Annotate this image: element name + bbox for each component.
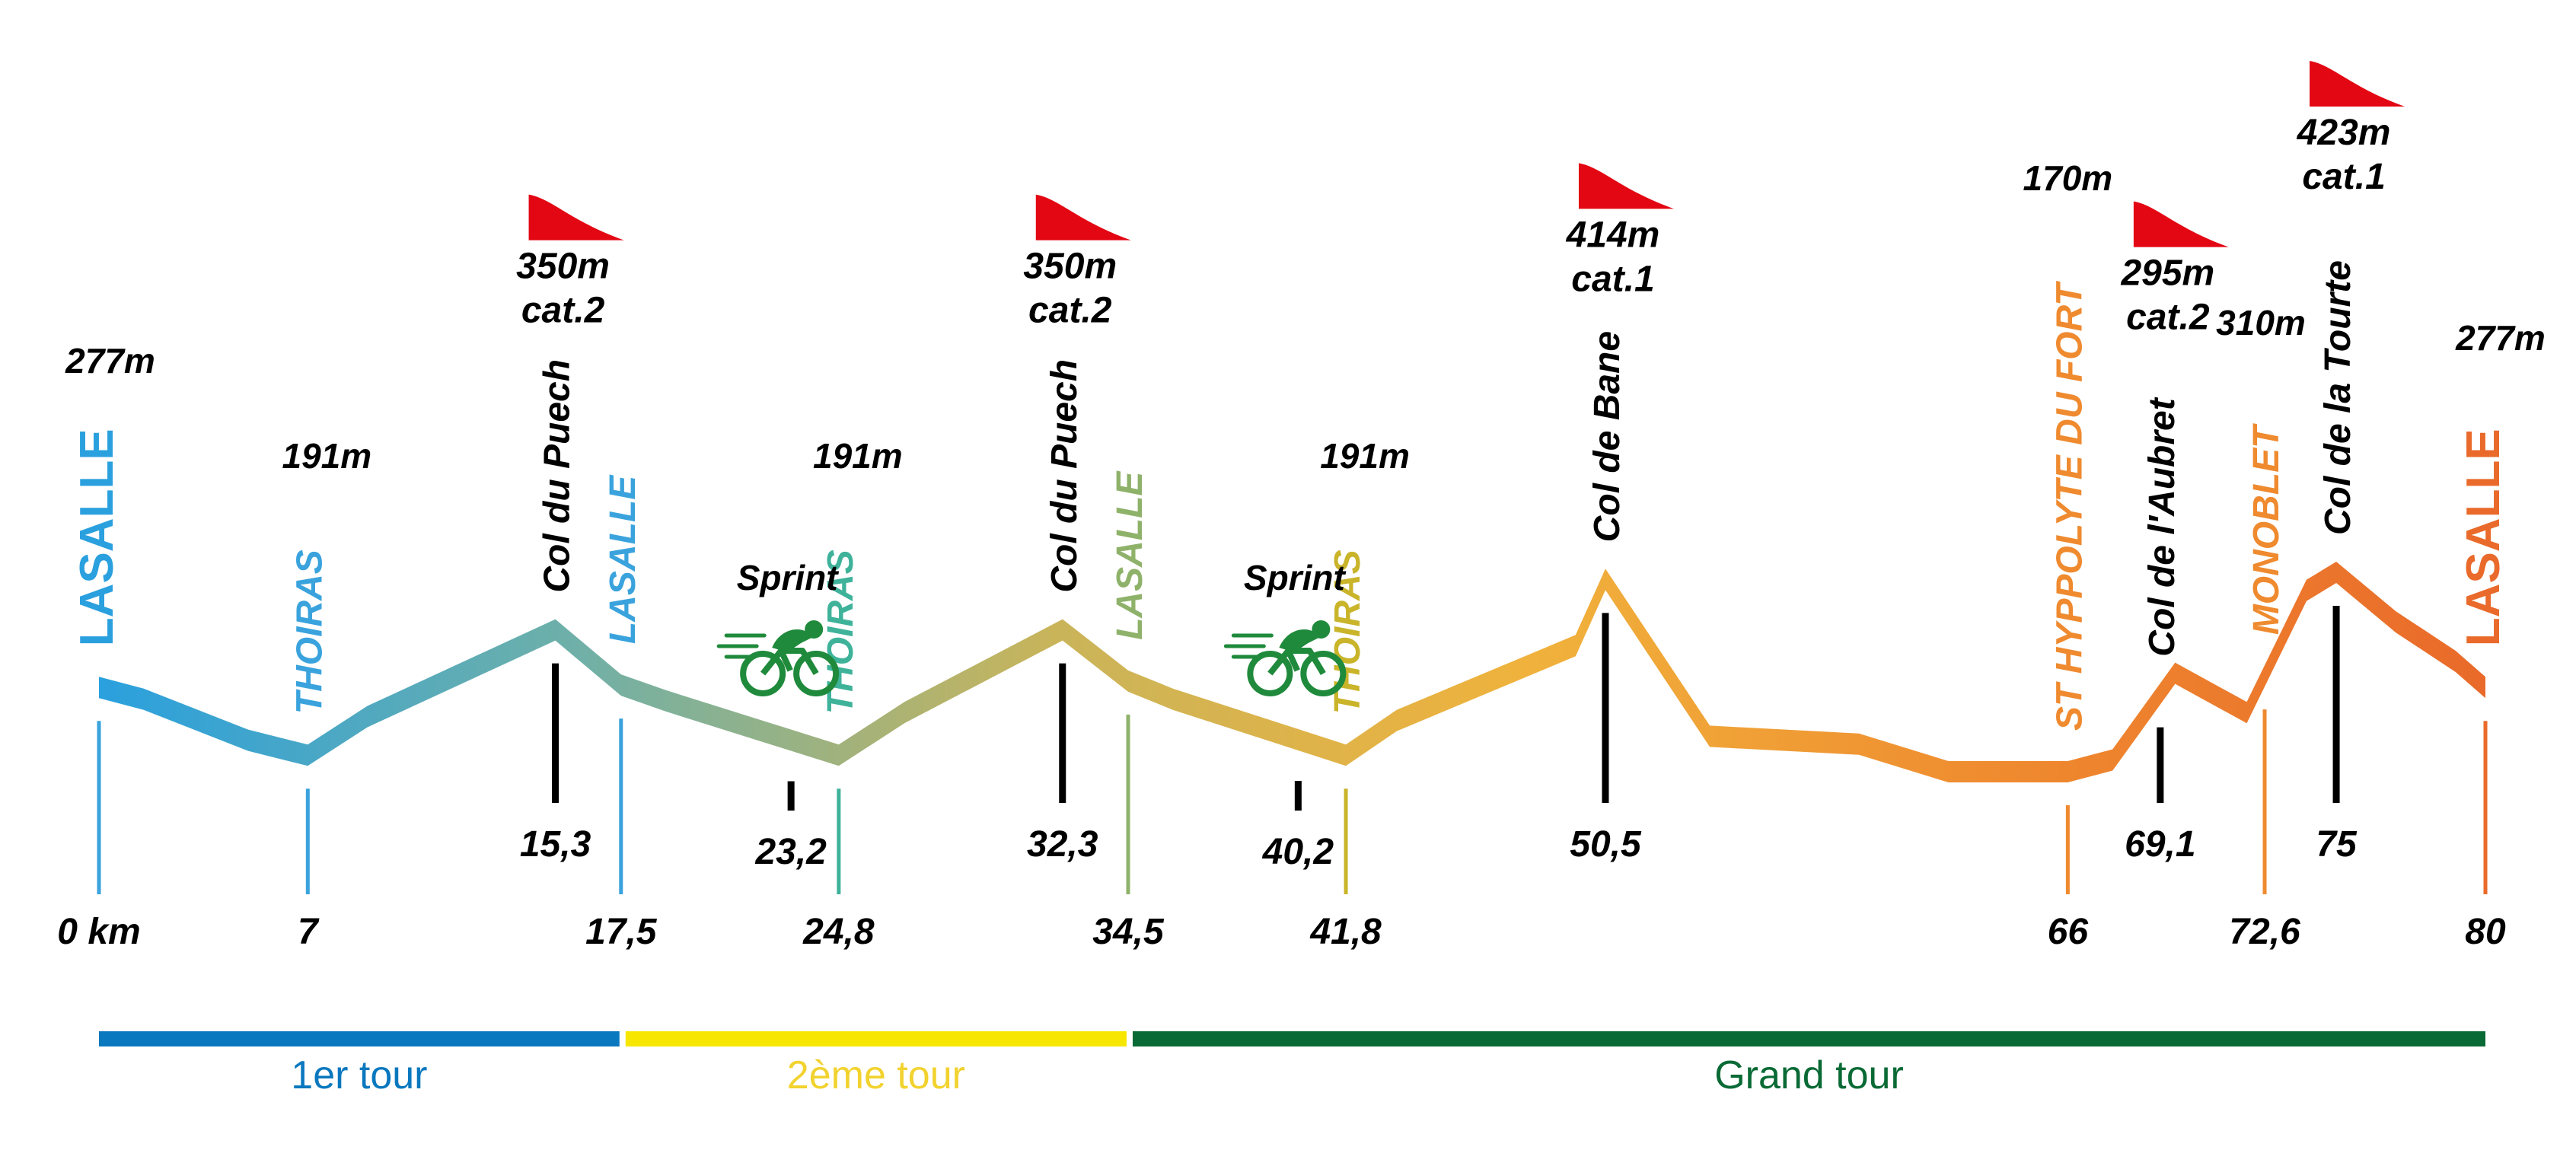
climb-flag-icon: [1578, 163, 1674, 209]
km-label: 75: [2316, 824, 2358, 865]
cyclist-wheel-rear: [740, 651, 786, 696]
climb-name: Col du Puech: [537, 359, 578, 593]
km-label: 34,5: [1092, 912, 1165, 952]
place-name: LASALLE: [71, 428, 123, 646]
cyclist-speed-lines: [716, 633, 767, 659]
sprint-label: Sprint: [1244, 558, 1347, 597]
climb-altitude: 423m: [2297, 113, 2391, 153]
cyclist-frame: [760, 648, 819, 676]
lap-label: 1er tour: [291, 1053, 427, 1097]
km-label: 80: [2465, 912, 2506, 952]
km-label: 69,1: [2125, 824, 2195, 865]
place-name: THOIRAS: [289, 550, 330, 714]
place-altitude: 191m: [813, 436, 903, 476]
cyclist-wheel-front: [1300, 651, 1347, 696]
cyclist-head: [1312, 620, 1331, 639]
climb-category: cat.1: [2302, 157, 2385, 197]
place-name: LASALLE: [1110, 470, 1150, 640]
climb-name: Col de la Tourte: [2318, 260, 2358, 535]
cyclist-icon: [716, 620, 840, 696]
lap-legend: 1er tour 2ème tour Grand tour: [99, 1031, 2485, 1097]
climb-category: cat.2: [2126, 298, 2210, 338]
profile-band: [99, 562, 2485, 782]
place-name: ST HYPPOLYTE DU FORT: [2049, 281, 2090, 731]
km-label: 32,3: [1027, 824, 1098, 865]
climb-altitude: 295m: [2120, 253, 2214, 294]
km-label: 15,3: [520, 824, 591, 865]
climb-flag-icon: [2310, 61, 2405, 107]
km-label: 17,5: [585, 912, 658, 952]
cyclist-frame: [1267, 648, 1326, 676]
climb-altitude: 350m: [1023, 247, 1117, 287]
climb-category: cat.2: [521, 291, 605, 331]
cyclist-body: [772, 629, 814, 652]
km-label: 50,5: [1570, 824, 1642, 865]
place-altitude: 191m: [1320, 436, 1410, 476]
climb-flag-icon: [528, 194, 624, 241]
km-label: 24,8: [802, 912, 875, 952]
lap-bar: [625, 1031, 1127, 1046]
sprint-marker: Sprint: [716, 558, 840, 696]
cyclist-body: [1279, 629, 1321, 652]
climb-altitude: 350m: [516, 247, 610, 287]
cyclist-wheel-rear: [1247, 651, 1293, 696]
lap-bar: [1132, 1031, 2485, 1046]
place-name: LASALLE: [603, 474, 643, 644]
place-altitude: 170m: [2023, 158, 2113, 198]
place-altitude: 191m: [282, 436, 371, 476]
climb-category: cat.2: [1028, 291, 1112, 331]
sprint-label: Sprint: [737, 558, 840, 597]
km-label: 23,2: [754, 832, 827, 872]
climb-flag-icon: [1035, 194, 1131, 241]
km-label: 40,2: [1262, 832, 1334, 872]
place-name: MONOBLET: [2246, 423, 2287, 635]
cyclist-speed-lines: [1223, 633, 1274, 659]
place-name: LASALLE: [2457, 428, 2510, 646]
climb-name: Col de Bane: [1587, 331, 1628, 542]
lap-label: Grand tour: [1714, 1053, 1904, 1097]
km-label: 0 km: [57, 912, 140, 952]
climb-category: cat.1: [1571, 259, 1654, 299]
km-label: 7: [298, 912, 320, 952]
climb-name: Col de l'Aubret: [2142, 397, 2182, 656]
climb-name: Col du Puech: [1044, 359, 1085, 593]
climb-flag-icon: [2133, 201, 2229, 247]
km-label: 72,6: [2229, 912, 2300, 952]
km-ticks: 0 km 7 15,3 17,5 23,2 24,8 32,3 34,5 40,2 41,8 50,…: [57, 606, 2506, 952]
sprint-marker: Sprint: [1223, 558, 1347, 696]
cyclist-wheel-front: [793, 651, 840, 696]
place-altitude: 277m: [65, 341, 155, 381]
cyclist-icon: [1223, 620, 1347, 696]
place-altitude: 310m: [2216, 303, 2306, 342]
climb-altitude: 414m: [1566, 215, 1660, 255]
place-altitude: 277m: [2455, 318, 2546, 358]
km-label: 66: [2048, 912, 2089, 952]
km-label: 41,8: [1309, 912, 1382, 952]
sprint-markers: Sprint Sprint: [716, 558, 1347, 696]
cyclist-head: [805, 620, 824, 639]
elevation-profile: [99, 562, 2485, 782]
lap-label: 2ème tour: [787, 1053, 965, 1097]
lap-bar: [99, 1031, 620, 1046]
